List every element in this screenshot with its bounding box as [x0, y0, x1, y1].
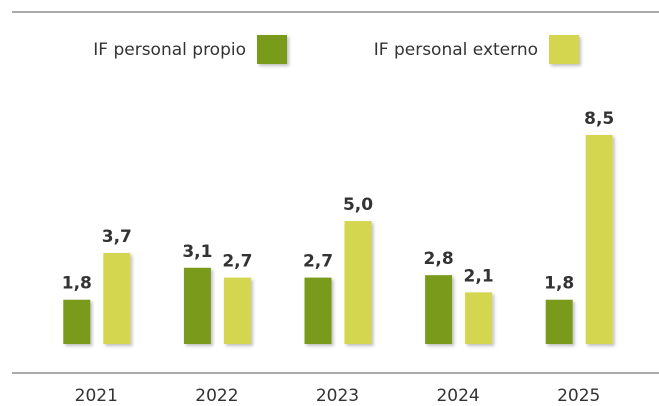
x-tick-label: 2025 [557, 386, 600, 406]
bar [63, 299, 91, 344]
bar [425, 275, 453, 344]
value-label: 3,1 [182, 242, 212, 262]
bar [183, 267, 211, 344]
value-label: 2,7 [303, 252, 333, 272]
bar [223, 277, 251, 344]
value-label: 5,0 [343, 195, 373, 215]
x-tick-label: 2024 [436, 386, 479, 406]
bar [585, 135, 613, 344]
legend-label: IF personal externo [374, 40, 538, 60]
value-label: 2,7 [222, 252, 252, 272]
x-tick-label: 2023 [316, 386, 359, 406]
bar [304, 277, 332, 344]
value-label: 1,8 [544, 274, 574, 294]
value-label: 2,8 [424, 249, 454, 269]
value-label: 1,8 [62, 274, 92, 294]
x-tick-label: 2021 [75, 386, 118, 406]
bar [344, 221, 372, 344]
value-label: 8,5 [584, 109, 614, 129]
bar [545, 299, 573, 344]
legend-swatch [549, 35, 579, 64]
legend-label: IF personal propio [93, 40, 246, 60]
x-tick-label: 2022 [195, 386, 238, 406]
bar [103, 253, 131, 344]
value-label: 2,1 [464, 266, 494, 286]
legend-swatch [257, 35, 287, 64]
value-label: 3,7 [102, 227, 132, 247]
bar [465, 292, 493, 344]
